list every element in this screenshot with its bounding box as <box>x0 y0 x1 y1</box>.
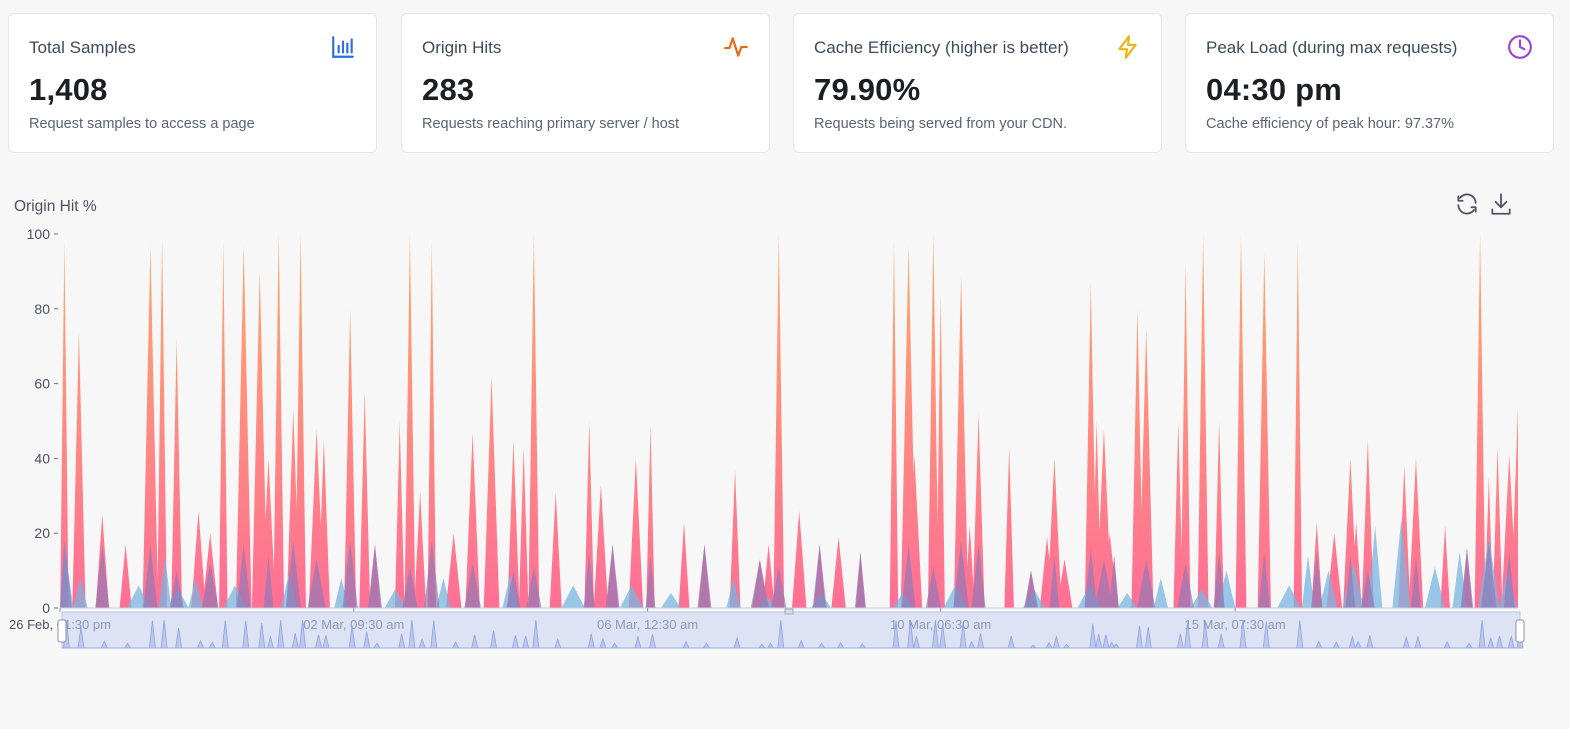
card-origin-hits: Origin Hits 283 Requests reaching primar… <box>401 13 770 153</box>
series-area-overlap <box>60 540 1518 608</box>
download-icon[interactable] <box>1488 191 1514 217</box>
lightning-icon <box>1118 35 1137 59</box>
card-value: 1,408 <box>29 72 108 107</box>
summary-cards: Total Samples 1,408 Request samples to a… <box>8 13 1556 155</box>
y-tick-label: 20 <box>34 525 50 541</box>
y-tick-label: 0 <box>42 600 50 616</box>
card-total-samples: Total Samples 1,408 Request samples to a… <box>8 13 377 153</box>
card-subtitle: Request samples to access a page <box>29 116 255 132</box>
card-title: Total Samples <box>29 38 136 57</box>
series-area-origin-hit <box>60 234 1518 608</box>
zoom-slider-grip[interactable] <box>784 608 794 615</box>
zoom-handle-left[interactable] <box>57 619 67 643</box>
activity-icon <box>724 37 748 57</box>
bar-chart-icon <box>332 36 354 58</box>
y-axis: 0 20 40 60 80 100 <box>27 226 58 616</box>
y-tick-label: 40 <box>34 450 50 466</box>
zoom-slider[interactable] <box>57 608 1525 649</box>
refresh-icon[interactable] <box>1454 191 1480 217</box>
card-title: Peak Load (during max requests) <box>1206 38 1458 57</box>
card-subtitle: Requests being served from your CDN. <box>814 116 1068 132</box>
y-tick-label: 100 <box>27 226 51 242</box>
card-subtitle: Cache efficiency of peak hour: 97.37% <box>1206 116 1455 132</box>
zoom-handle-right[interactable] <box>1515 619 1525 643</box>
card-title: Origin Hits <box>422 38 502 57</box>
card-peak-load: Peak Load (during max requests) 04:30 pm… <box>1185 13 1554 153</box>
series-layer <box>60 234 1518 608</box>
card-value: 283 <box>422 72 475 107</box>
card-value: 79.90% <box>814 72 921 107</box>
y-tick-label: 60 <box>34 376 50 392</box>
y-tick-label: 80 <box>34 301 50 317</box>
zoom-slider-preview <box>62 619 1524 649</box>
card-title: Cache Efficiency (higher is better) <box>814 38 1069 57</box>
card-cache-efficiency: Cache Efficiency (higher is better) 79.9… <box>793 13 1162 153</box>
card-value: 04:30 pm <box>1206 72 1342 107</box>
chart-title: Origin Hit % <box>14 198 97 215</box>
card-subtitle: Requests reaching primary server / host <box>422 116 680 132</box>
clock-icon <box>1508 35 1532 59</box>
